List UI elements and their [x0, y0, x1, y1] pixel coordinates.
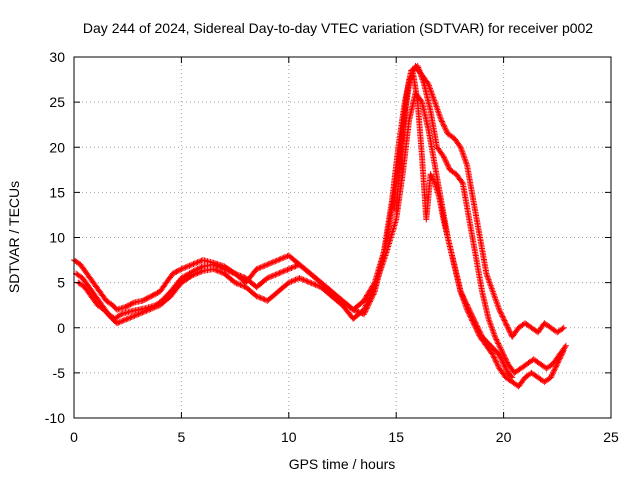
y-tick-label: 0 — [57, 320, 65, 336]
series-track-4 — [393, 72, 516, 381]
y-tick-label: 10 — [49, 230, 65, 246]
y-tick-label: 30 — [49, 49, 65, 65]
x-tick-label: 20 — [496, 429, 512, 445]
x-tick-label: 15 — [388, 429, 404, 445]
x-tick-label: 25 — [603, 429, 619, 445]
y-tick-label: -5 — [53, 365, 66, 381]
chart-title: Day 244 of 2024, Sidereal Day-to-day VTE… — [83, 20, 593, 36]
x-axis: 0 5 10 15 20 25 — [70, 57, 619, 445]
x-tick-label: 10 — [281, 429, 297, 445]
marker-trail — [393, 72, 516, 381]
grid — [74, 57, 611, 418]
y-tick-label: 25 — [49, 94, 65, 110]
y-tick-label: 20 — [49, 139, 65, 155]
y-tick-label: -10 — [45, 410, 65, 426]
y-axis-label: SDTVAR / TECUs — [6, 181, 22, 293]
x-tick-label: 5 — [178, 429, 186, 445]
x-tick-label: 0 — [70, 429, 78, 445]
y-axis: -10 -5 0 5 10 15 20 25 30 — [45, 49, 611, 426]
y-tick-label: 5 — [57, 275, 65, 291]
x-axis-label: GPS time / hours — [289, 456, 396, 472]
y-tick-label: 15 — [49, 184, 65, 200]
